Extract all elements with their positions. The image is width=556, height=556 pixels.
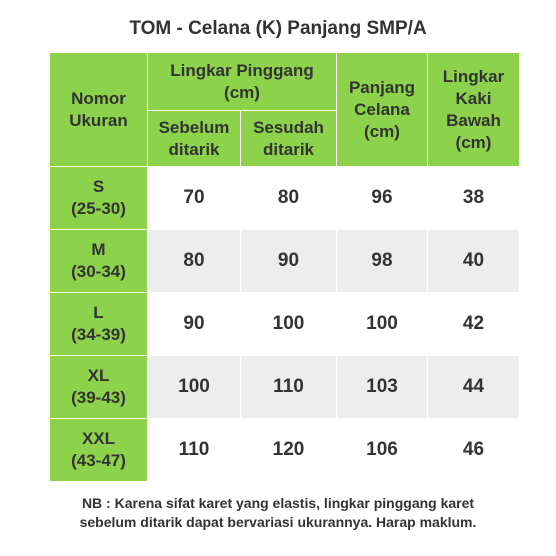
cell-sesudah: 120 <box>240 418 337 482</box>
header-panjang-celana: Panjang Celana (cm) <box>336 52 428 167</box>
cell-kaki: 40 <box>427 229 520 293</box>
cell-kaki: 46 <box>427 418 520 482</box>
cell-panjang: 96 <box>336 166 428 230</box>
cell-panjang: 106 <box>336 418 428 482</box>
cell-panjang: 100 <box>336 292 428 356</box>
cell-sesudah: 100 <box>240 292 337 356</box>
table-row: S (25-30) 70 80 96 38 <box>49 166 520 230</box>
table-row: L (34-39) 90 100 100 42 <box>49 292 520 356</box>
cell-kaki: 38 <box>427 166 520 230</box>
cell-sebelum: 90 <box>147 292 241 356</box>
cell-sebelum: 100 <box>147 355 241 419</box>
table-row: XL (39-43) 100 110 103 44 <box>49 355 520 419</box>
cell-sesudah: 80 <box>240 166 337 230</box>
cell-sesudah: 90 <box>240 229 337 293</box>
cell-sesudah: 110 <box>240 355 337 419</box>
cell-sebelum: 110 <box>147 418 241 482</box>
row-size-label: S (25-30) <box>49 166 148 230</box>
header-nomor-ukuran: Nomor Ukuran <box>49 52 148 167</box>
row-size-label: L (34-39) <box>49 292 148 356</box>
header-sebelum-ditarik: Sebelum ditarik <box>147 110 241 167</box>
footnote: NB : Karena sifat karet yang elastis, li… <box>79 495 477 530</box>
cell-panjang: 103 <box>336 355 428 419</box>
cell-sebelum: 80 <box>147 229 241 293</box>
table-row: XXL (43-47) 110 120 106 46 <box>49 418 520 482</box>
table-row: M (30-34) 80 90 98 40 <box>49 229 520 293</box>
header-lingkar-pinggang: Lingkar Pinggang (cm) <box>147 52 337 111</box>
cell-panjang: 98 <box>336 229 428 293</box>
header-sesudah-ditarik: Sesudah ditarik <box>240 110 337 167</box>
row-size-label: XXL (43-47) <box>49 418 148 482</box>
row-size-label: M (30-34) <box>49 229 148 293</box>
cell-kaki: 42 <box>427 292 520 356</box>
header-lingkar-kaki-bawah: Lingkar Kaki Bawah (cm) <box>427 52 520 167</box>
size-chart-table: Nomor Ukuran Lingkar Pinggang (cm) Panja… <box>49 52 520 482</box>
page-title: TOM - Celana (K) Panjang SMP/A <box>129 18 427 39</box>
cell-sebelum: 70 <box>147 166 241 230</box>
cell-kaki: 44 <box>427 355 520 419</box>
row-size-label: XL (39-43) <box>49 355 148 419</box>
